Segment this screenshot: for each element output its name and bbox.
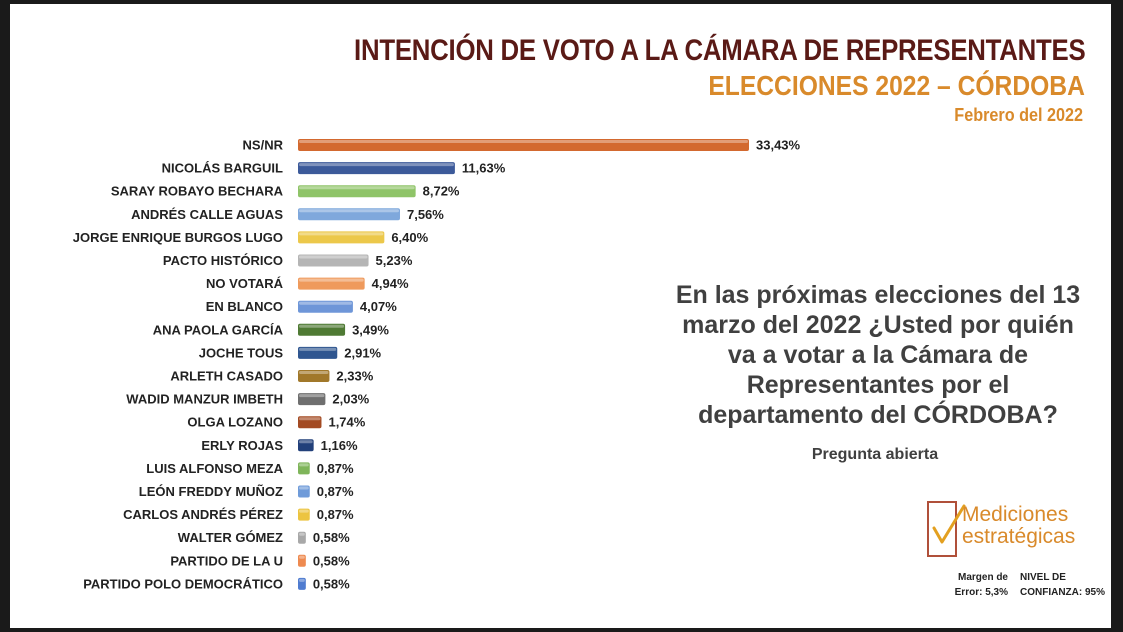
survey-question: En las próximas elecciones del 13 marzo … — [675, 281, 1081, 429]
bar — [298, 531, 306, 544]
category-label: LEÓN FREDDY MUÑOZ — [139, 484, 283, 499]
value-label: 0,58% — [313, 553, 350, 568]
value-label: 5,23% — [376, 253, 413, 268]
chart-date: Febrero del 2022 — [954, 105, 1083, 125]
value-label: 11,63% — [462, 161, 506, 176]
category-label: LUIS ALFONSO MEZA — [146, 461, 283, 476]
bar-highlight — [299, 301, 352, 305]
category-label: WADID MANZUR IMBETH — [126, 392, 283, 407]
value-label: 0,87% — [317, 461, 354, 476]
bar-highlight — [299, 209, 399, 213]
bar — [298, 323, 346, 336]
bar — [298, 370, 330, 382]
bar — [298, 462, 310, 475]
confidence-level: NIVEL DE CONFIANZA: 95% — [1020, 572, 1106, 598]
value-label: 33,43% — [756, 138, 801, 153]
bar-highlight — [299, 394, 325, 398]
category-label: PARTIDO DE LA U — [170, 553, 283, 568]
logo-mark-icon — [927, 501, 966, 557]
bar — [298, 439, 314, 452]
mediciones-estrategicas-logo: Mediciones estratégicas — [926, 500, 1106, 560]
question-note: Pregunta abierta — [811, 446, 939, 463]
value-label: 0,87% — [317, 484, 354, 499]
bar — [298, 162, 455, 175]
value-label: 0,58% — [313, 530, 350, 545]
value-label: 1,16% — [321, 438, 358, 453]
category-label: PARTIDO POLO DEMOCRÁTICO — [83, 576, 283, 591]
chart-title: INTENCIÓN DE VOTO A LA CÁMARA DE REPRESE… — [353, 34, 1086, 67]
bar — [298, 554, 306, 567]
category-label: ANDRÉS CALLE AGUAS — [131, 207, 283, 222]
category-label: EN BLANCO — [206, 299, 283, 314]
bar-highlight — [299, 278, 364, 282]
value-label: 6,40% — [391, 230, 428, 245]
category-label: NS/NR — [243, 138, 284, 153]
bar — [298, 577, 306, 590]
value-label: 4,94% — [372, 276, 409, 291]
value-label: 2,03% — [332, 392, 369, 407]
bar — [298, 416, 322, 429]
bar-highlight — [299, 255, 368, 259]
bar — [298, 393, 326, 406]
bar-highlight — [299, 555, 305, 559]
category-label: ANA PAOLA GARCÍA — [153, 322, 284, 337]
category-label: JOCHE TOUS — [199, 345, 284, 360]
value-label: 0,58% — [313, 576, 350, 591]
bar — [298, 508, 310, 521]
margin-of-error: Margen de Error: 5,3% — [954, 572, 1008, 598]
category-label: OLGA LOZANO — [187, 415, 283, 430]
value-label: 4,07% — [360, 299, 397, 314]
value-label: 2,91% — [344, 345, 381, 360]
category-label: PACTO HISTÓRICO — [163, 253, 283, 268]
category-label: NICOLÁS BARGUIL — [162, 161, 283, 176]
bar — [298, 208, 400, 221]
bar-highlight — [299, 486, 309, 490]
bar-highlight — [299, 532, 305, 536]
bar-highlight — [299, 232, 384, 236]
value-label: 2,33% — [336, 369, 373, 384]
bar-highlight — [299, 186, 415, 190]
bar — [298, 254, 369, 267]
value-label: 0,87% — [317, 507, 354, 522]
bar-highlight — [299, 324, 345, 328]
bar — [298, 277, 365, 290]
bar-highlight — [299, 417, 321, 421]
logo-line-2: estratégicas — [962, 525, 1076, 548]
category-label: ERLY ROJAS — [201, 438, 283, 453]
value-label: 1,74% — [328, 415, 365, 430]
bar-highlight — [299, 347, 337, 351]
bar-highlight — [299, 440, 313, 444]
chart-subtitle: ELECCIONES 2022 – CÓRDOBA — [708, 70, 1085, 101]
category-label: CARLOS ANDRÉS PÉREZ — [123, 507, 283, 522]
value-label: 7,56% — [407, 207, 444, 222]
category-label: WALTER GÓMEZ — [178, 530, 283, 545]
bar — [298, 346, 338, 359]
bar — [298, 231, 385, 244]
value-label: 8,72% — [423, 184, 460, 199]
category-label: JORGE ENRIQUE BURGOS LUGO — [73, 230, 283, 245]
bar-highlight — [299, 463, 309, 467]
category-label: NO VOTARÁ — [206, 276, 284, 291]
bar — [298, 485, 310, 498]
category-label: SARAY ROBAYO BECHARA — [111, 184, 284, 199]
bar-highlight — [299, 140, 748, 143]
logo-line-1: Mediciones — [962, 503, 1069, 526]
bar-highlight — [299, 163, 454, 167]
category-label: ARLETH CASADO — [170, 369, 283, 384]
bar — [298, 185, 416, 198]
bar — [298, 139, 749, 151]
bar-highlight — [299, 371, 329, 374]
logo-text: Mediciones estratégicas — [962, 504, 1075, 548]
bar-highlight — [299, 578, 305, 582]
value-label: 3,49% — [352, 322, 389, 337]
bar-highlight — [299, 509, 309, 513]
bar — [298, 300, 353, 313]
